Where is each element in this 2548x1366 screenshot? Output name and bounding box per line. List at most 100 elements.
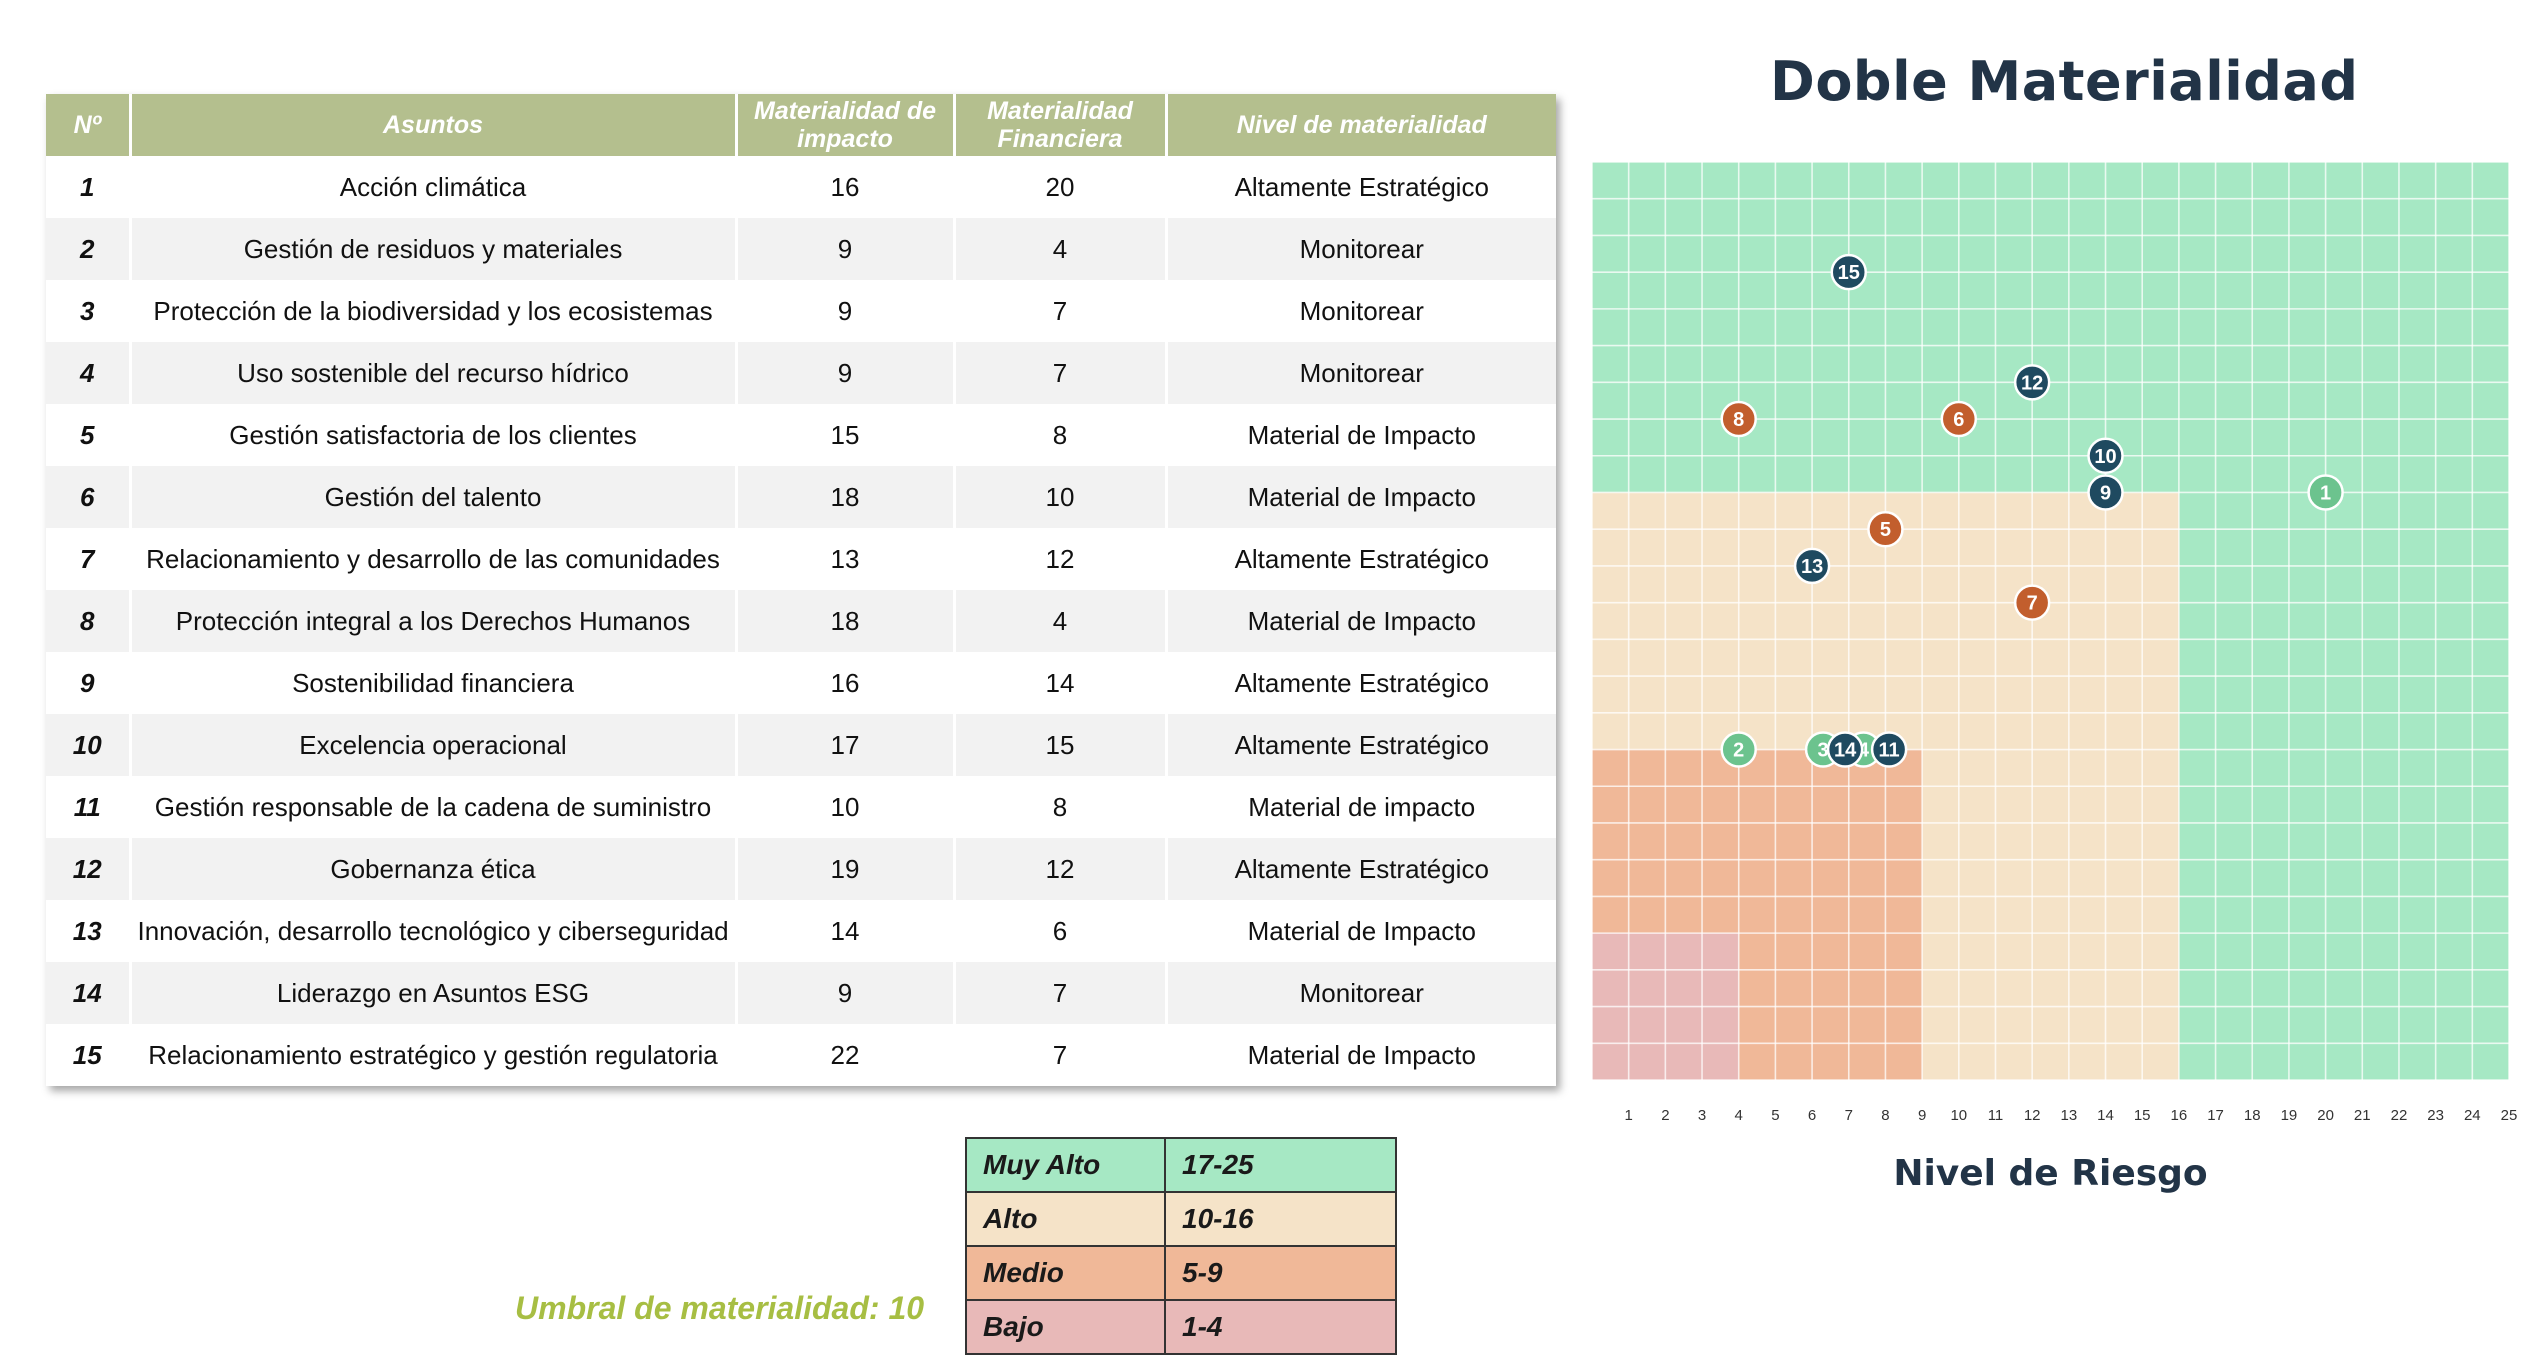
point-9 [2087, 474, 2124, 511]
point-label-5: 5 [1880, 519, 1891, 541]
row-impacto: 16 [736, 652, 956, 714]
table-row: 3 Protección de la biodiversidad y los ec… [46, 280, 1556, 342]
x-tick-label: 19 [2281, 1107, 2298, 1124]
row-nivel: Altamente Estratégico [1166, 714, 1556, 776]
legend-level: Alto [965, 1191, 1166, 1247]
point-6 [1940, 400, 1978, 438]
row-asunto: Gestión del talento [130, 466, 738, 528]
row-nivel: Material de Impacto [1166, 1024, 1556, 1086]
row-asunto: Uso sostenible del recurso hídrico [130, 342, 738, 404]
row-financiera: 7 [954, 342, 1168, 404]
row-number: 11 [46, 776, 132, 838]
x-tick-label: 13 [2060, 1107, 2077, 1124]
x-tick-label: 3 [1698, 1107, 1706, 1124]
row-financiera: 4 [954, 590, 1168, 652]
point-label-12: 12 [2021, 372, 2043, 394]
table-row: 5 Gestión satisfactoria de los clientes 15… [46, 404, 1556, 466]
legend-level: Medio [965, 1245, 1166, 1301]
row-impacto: 22 [736, 1024, 956, 1086]
x-tick-label: 23 [2427, 1107, 2444, 1124]
row-nivel: Material de Impacto [1166, 466, 1556, 528]
x-tick-label: 10 [1950, 1107, 1967, 1124]
row-financiera: 8 [954, 404, 1168, 466]
table-row: 7 Relacionamiento y desarrollo de las com… [46, 528, 1556, 590]
x-axis-title: Nivel de Riesgo [1893, 1153, 2207, 1194]
row-number: 3 [46, 280, 132, 342]
header-impacto: Materialidad de impacto [736, 94, 956, 156]
table-header-row: Nº Asuntos Materialidad de impacto Mater… [46, 94, 1556, 156]
point-10 [2087, 437, 2124, 475]
point-label-11: 11 [1879, 740, 1900, 762]
table-row: 1 Acción climática 16 20 Altamente Estratégi… [46, 156, 1556, 218]
point-label-2: 2 [1733, 740, 1744, 762]
row-impacto: 19 [736, 838, 956, 900]
row-number: 1 [46, 156, 132, 218]
x-tick-label: 1 [1625, 1107, 1633, 1124]
table-row: 14 Liderazgo en Asuntos ESG 9 7 Monitorear [46, 962, 1556, 1024]
row-number: 8 [46, 590, 132, 652]
risk-level-legend: Muy Alto 17-25 Alto 10-16 Medio 5-9 Bajo 1-4 [965, 1137, 1397, 1355]
row-nivel: Monitorear [1166, 218, 1556, 280]
row-financiera: 4 [954, 218, 1168, 280]
row-number: 14 [46, 962, 132, 1024]
row-financiera: 7 [954, 1024, 1168, 1086]
legend-level: Bajo [965, 1299, 1166, 1355]
row-nivel: Monitorear [1166, 342, 1556, 404]
x-tick-label: 7 [1845, 1107, 1853, 1124]
legend-row: Medio 5-9 [965, 1245, 1397, 1301]
row-asunto: Protección integral a los Derechos Human… [130, 590, 738, 652]
table-row: 10 Excelencia operacional 17 15 Altamente Es… [46, 714, 1556, 776]
header-number: Nº [46, 94, 132, 156]
x-tick-label: 2 [1661, 1107, 1669, 1124]
point-1 [2307, 474, 2344, 511]
point-label-1: 1 [2320, 482, 2331, 504]
x-tick-label: 25 [2501, 1107, 2518, 1124]
row-number: 13 [46, 900, 132, 962]
row-nivel: Altamente Estratégico [1166, 652, 1556, 714]
legend-level: Muy Alto [965, 1137, 1166, 1193]
row-asunto: Gestión satisfactoria de los clientes [130, 404, 738, 466]
x-tick-label: 22 [2391, 1107, 2408, 1124]
row-impacto: 18 [736, 466, 956, 528]
row-impacto: 9 [736, 218, 956, 280]
row-asunto: Liderazgo en Asuntos ESG [130, 962, 738, 1024]
point-12 [2013, 364, 2051, 401]
x-tick-label: 24 [2464, 1107, 2481, 1124]
table-row: 9 Sostenibilidad financiera 16 14 Altamente … [46, 652, 1556, 714]
row-number: 5 [46, 404, 132, 466]
table-row: 11 Gestión responsable de la cadena de su… [46, 776, 1556, 838]
x-tick-label: 16 [2171, 1107, 2188, 1124]
row-asunto: Protección de la biodiversidad y los eco… [130, 280, 738, 342]
row-financiera: 14 [954, 652, 1168, 714]
row-number: 9 [46, 652, 132, 714]
row-number: 12 [46, 838, 132, 900]
row-number: 2 [46, 218, 132, 280]
point-13 [1793, 547, 1831, 585]
row-impacto: 14 [736, 900, 956, 962]
point-label-9: 9 [2100, 482, 2111, 504]
x-tick-label: 9 [1918, 1107, 1926, 1124]
row-financiera: 12 [954, 528, 1168, 590]
point-label-3: 3 [1818, 740, 1829, 762]
row-asunto: Sostenibilidad financiera [130, 652, 738, 714]
row-financiera: 12 [954, 838, 1168, 900]
point-2 [1720, 731, 1757, 768]
chart-title: Doble Materialidad [1770, 50, 2359, 113]
row-asunto: Relacionamiento y desarrollo de las comu… [130, 528, 738, 590]
point-14 [1826, 731, 1864, 768]
row-financiera: 7 [954, 962, 1168, 1024]
point-5 [1867, 510, 1904, 548]
row-asunto: Innovación, desarrollo tecnológico y cib… [130, 900, 738, 962]
row-financiera: 6 [954, 900, 1168, 962]
row-financiera: 10 [954, 466, 1168, 528]
point-label-7: 7 [2027, 593, 2038, 615]
row-nivel: Altamente Estratégico [1166, 156, 1556, 218]
legend-range: 17-25 [1164, 1137, 1397, 1193]
threshold-label: Umbral de materialidad: 10 [515, 1290, 925, 1326]
table-row: 13 Innovación, desarrollo tecnológico y c… [46, 900, 1556, 962]
row-asunto: Gestión de residuos y materiales [130, 218, 738, 280]
issues-table-container: Nº Asuntos Materialidad de impacto Mater… [46, 94, 1556, 1086]
row-nivel: Monitorear [1166, 280, 1556, 342]
row-impacto: 9 [736, 962, 956, 1024]
legend-row: Bajo 1-4 [965, 1299, 1397, 1355]
